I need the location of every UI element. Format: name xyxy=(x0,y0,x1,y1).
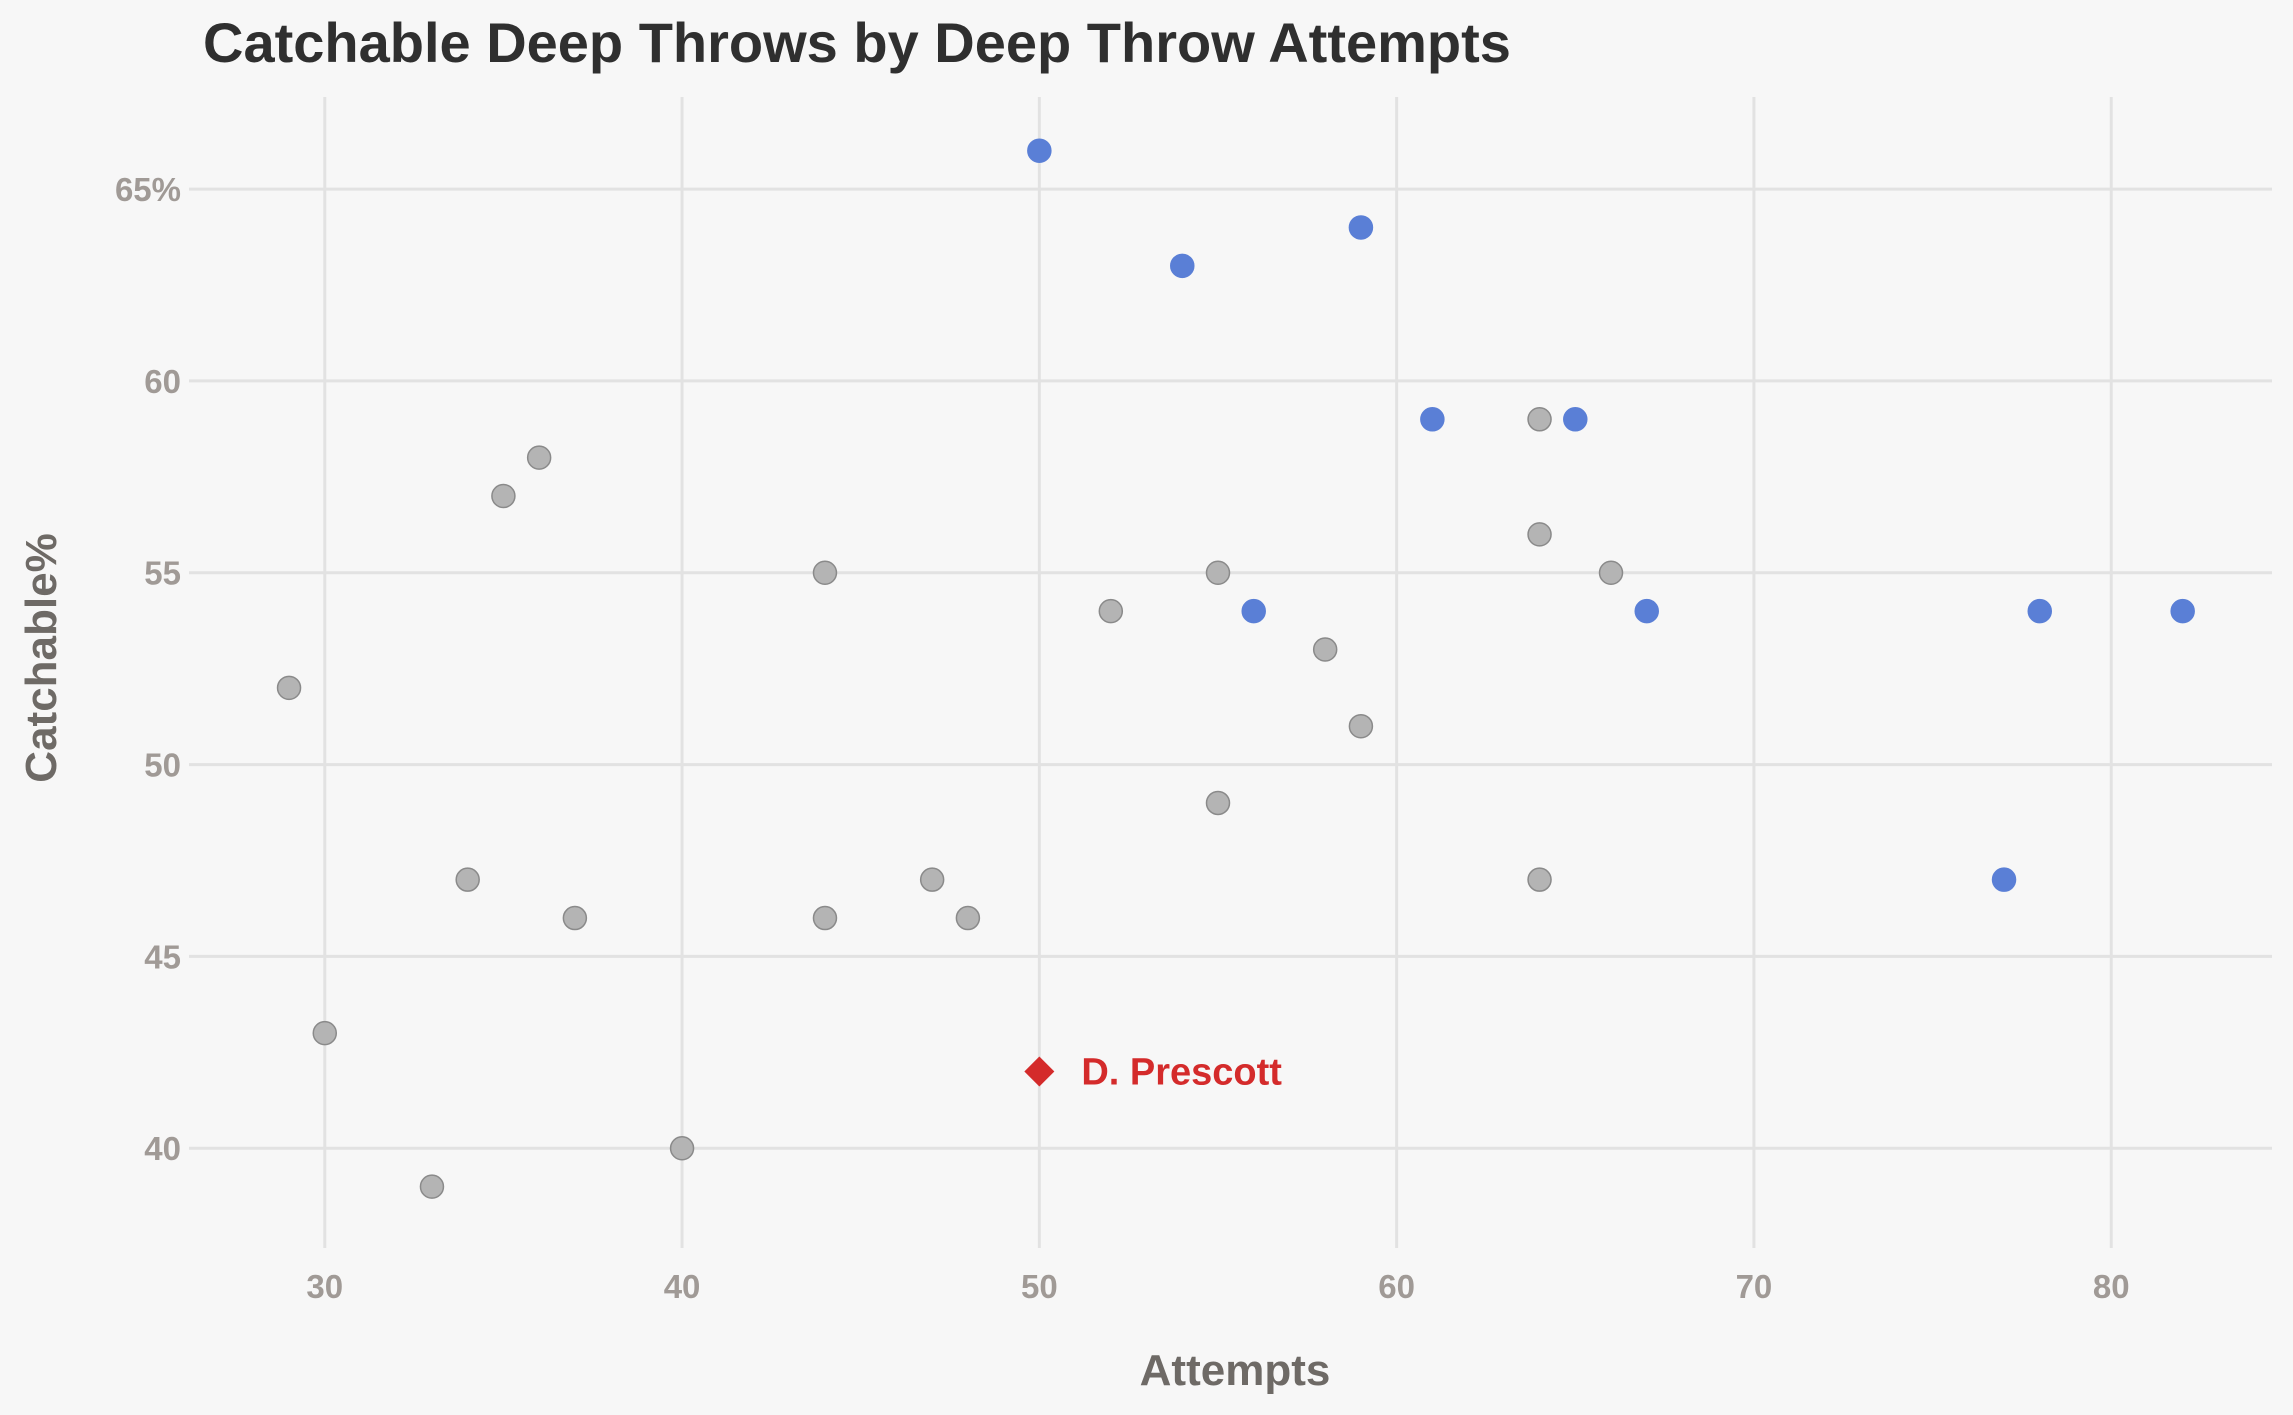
highlight-point xyxy=(1241,598,1266,624)
highlight-point xyxy=(1420,407,1445,432)
data-point xyxy=(955,905,981,931)
data-point xyxy=(919,867,945,892)
y-axis-title: Catchable% xyxy=(17,533,66,782)
data-point xyxy=(312,1020,338,1046)
grid-lines xyxy=(189,97,2272,1248)
y-tick-label: 60 xyxy=(144,363,181,400)
highlight-point xyxy=(1027,138,1052,163)
data-point xyxy=(276,675,302,701)
annotations: D. Prescott xyxy=(1024,1052,1282,1094)
highlight-point xyxy=(1170,253,1195,279)
annotation-label: D. Prescott xyxy=(1081,1052,1282,1094)
data-points xyxy=(276,138,2195,1199)
data-point xyxy=(491,483,516,509)
data-point xyxy=(1527,407,1552,432)
data-point xyxy=(1205,790,1231,816)
data-point xyxy=(1527,522,1552,547)
data-point xyxy=(1098,598,1124,624)
data-point xyxy=(419,1174,445,1199)
highlight-point xyxy=(2027,598,2053,624)
data-point xyxy=(812,560,838,585)
highlight-point xyxy=(1634,598,1659,624)
data-point xyxy=(526,445,552,470)
data-point xyxy=(1527,867,1552,892)
data-point xyxy=(1205,560,1231,585)
data-point xyxy=(455,867,480,892)
highlight-point xyxy=(2170,598,2195,624)
y-tick-label: 55 xyxy=(144,555,181,592)
highlight-point xyxy=(1563,407,1588,432)
y-tick-label: 45 xyxy=(144,938,181,975)
y-tick-label: 50 xyxy=(144,747,181,784)
data-point xyxy=(1312,637,1338,662)
y-tick-label: 65% xyxy=(115,171,181,208)
annotation-marker xyxy=(1024,1056,1055,1087)
data-point xyxy=(812,905,838,931)
chart-title: Catchable Deep Throws by Deep Throw Atte… xyxy=(203,11,1511,74)
x-tick-label: 40 xyxy=(664,1268,701,1305)
tick-labels: 30 40 50 60 70 80 40 45 50 55 60 65% xyxy=(115,171,2130,1305)
data-point xyxy=(562,905,588,931)
data-point xyxy=(1598,560,1624,585)
highlight-point xyxy=(1991,867,2017,892)
highlight-point xyxy=(1348,215,1374,240)
x-tick-label: 70 xyxy=(1736,1268,1773,1305)
x-tick-label: 80 xyxy=(2093,1268,2130,1305)
x-tick-label: 30 xyxy=(306,1268,343,1305)
y-tick-label: 40 xyxy=(144,1130,181,1167)
x-tick-label: 60 xyxy=(1378,1268,1415,1305)
data-point xyxy=(1348,713,1374,739)
x-axis-title: Attempts xyxy=(1140,1346,1331,1395)
data-point xyxy=(669,1135,695,1161)
x-tick-label: 50 xyxy=(1021,1268,1058,1305)
